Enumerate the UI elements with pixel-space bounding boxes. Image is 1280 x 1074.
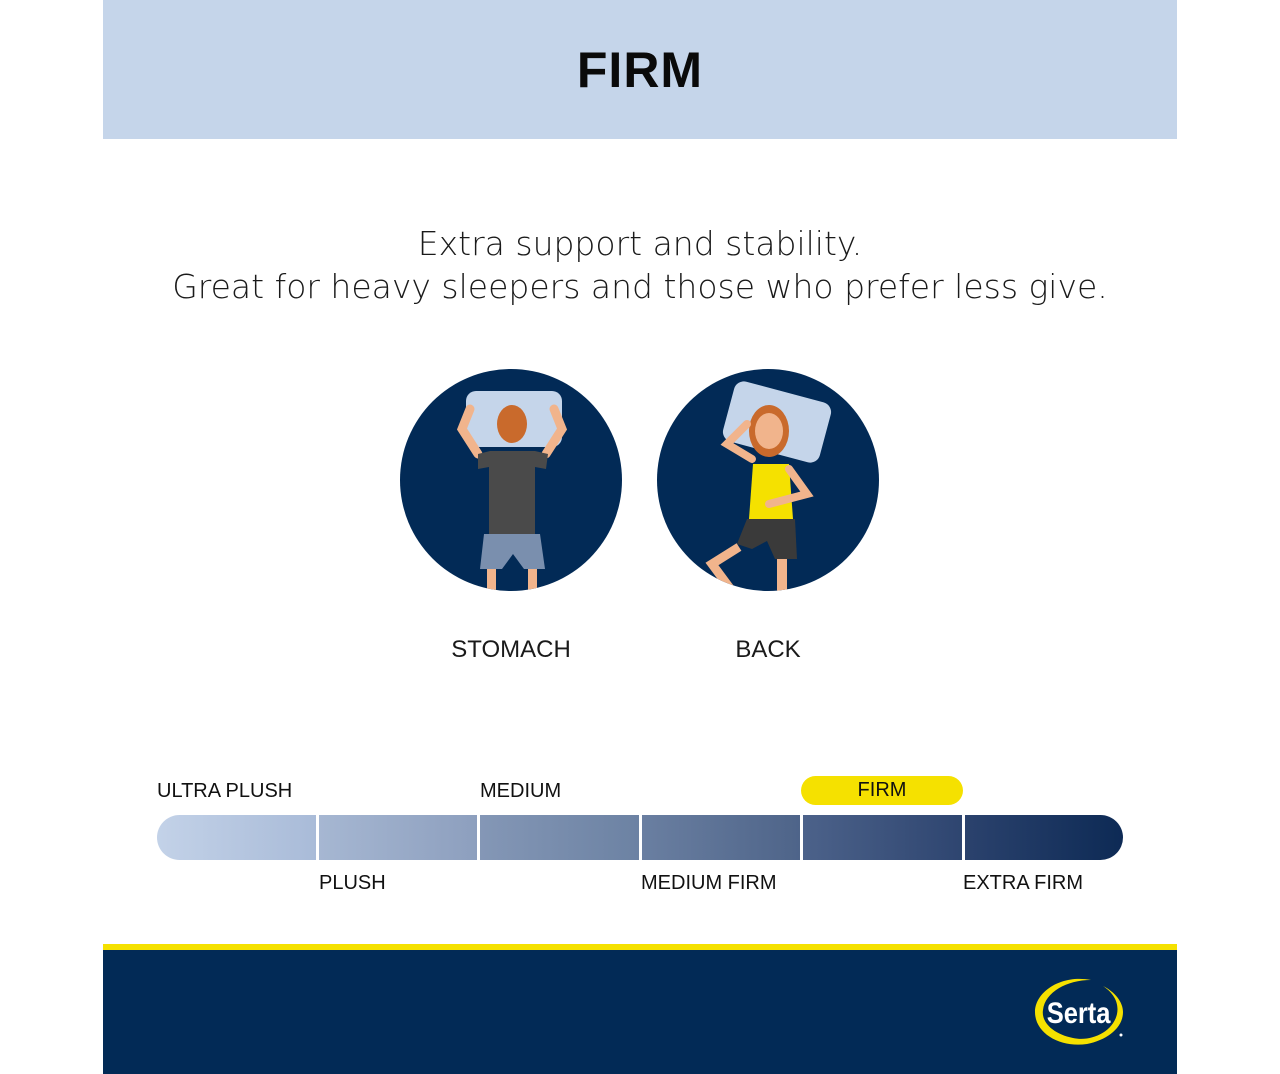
tagline-line-1: Extra support and stability. xyxy=(417,224,863,263)
scale-label-medium: MEDIUM xyxy=(480,780,562,802)
scale-label-firm: FIRM xyxy=(857,779,907,801)
scale-segment-ultra-plush xyxy=(157,815,316,860)
footer-band: Serta xyxy=(103,950,1177,1074)
header-band: FIRM xyxy=(103,0,1177,139)
scale-label-extra-firm: EXTRA FIRM xyxy=(963,872,1084,894)
page-title: FIRM xyxy=(576,41,704,98)
scale-label-medium-firm: MEDIUM FIRM xyxy=(641,872,777,894)
position-label-stomach: STOMACH xyxy=(451,636,571,663)
scale-segment-plush xyxy=(318,815,477,860)
firmness-scale-bar xyxy=(157,815,1123,860)
svg-text:Serta: Serta xyxy=(1047,996,1111,1029)
scale-label-plush: PLUSH xyxy=(319,872,386,894)
scale-segment-medium-firm xyxy=(641,815,800,860)
tagline-line-2: Great for heavy sleepers and those who p… xyxy=(172,267,1108,306)
scale-segment-extra-firm xyxy=(964,815,1123,860)
position-label-back: BACK xyxy=(735,636,801,663)
stomach-sleeper-illustration xyxy=(400,369,622,591)
serta-logo: Serta xyxy=(1035,978,1123,1045)
selected-firmness-pill: FIRM xyxy=(801,776,963,805)
scale-segment-firm xyxy=(803,815,962,860)
scale-segment-medium xyxy=(480,815,639,860)
scale-label-ultra-plush: ULTRA PLUSH xyxy=(157,780,293,802)
footer-accent-line xyxy=(103,944,1177,950)
back-sleeper-illustration xyxy=(657,369,879,591)
